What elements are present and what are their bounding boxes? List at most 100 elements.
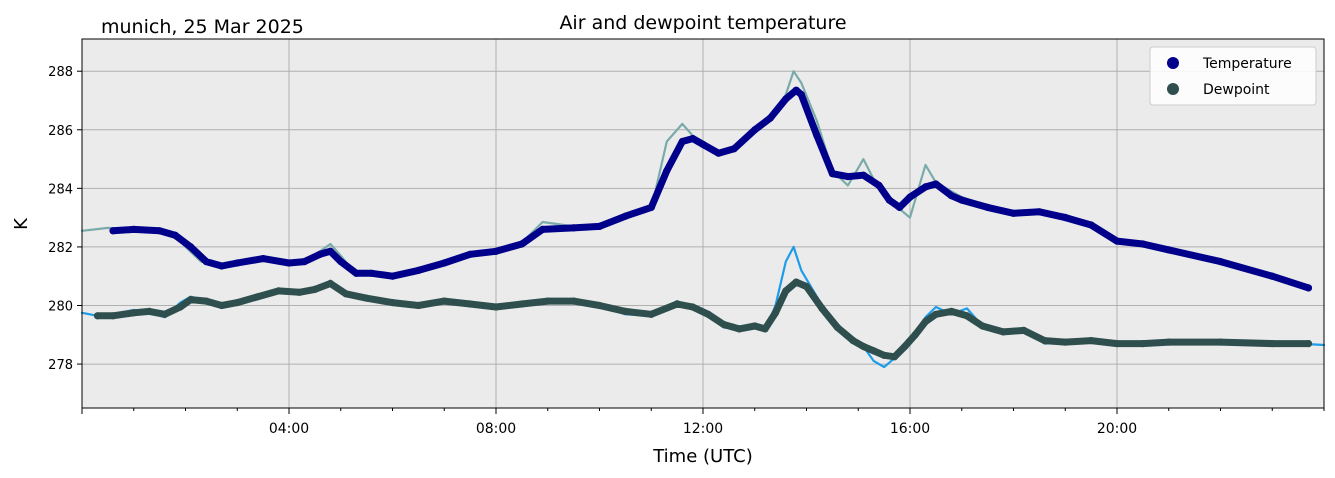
data-point-temperature <box>663 167 671 175</box>
y-axis: 278 280 282 284 286 288 <box>48 65 82 373</box>
data-point-temperature <box>813 132 821 140</box>
data-point-dewpoint <box>1139 340 1147 348</box>
data-point-temperature <box>859 171 868 179</box>
data-point-temperature <box>984 203 992 211</box>
data-point-temperature <box>766 114 774 122</box>
data-point-dewpoint <box>771 309 780 317</box>
data-point-temperature <box>368 269 376 277</box>
data-point-temperature <box>233 259 241 267</box>
data-point-temperature <box>699 140 707 148</box>
series-line-dewpoint <box>94 278 1312 361</box>
data-point-dewpoint <box>311 285 319 293</box>
data-point-temperature <box>316 250 324 258</box>
data-point-temperature <box>259 255 267 263</box>
data-point-dewpoint <box>792 278 800 286</box>
x-tick-label: 04:00 <box>269 421 309 437</box>
data-point-temperature <box>647 203 655 211</box>
data-point-temperature <box>352 269 360 277</box>
data-point-temperature <box>828 170 837 178</box>
data-point-temperature <box>875 181 883 189</box>
data-point-dewpoint <box>1165 338 1173 346</box>
data-point-dewpoint <box>1020 326 1028 334</box>
grid <box>82 39 1324 408</box>
data-point-dewpoint <box>932 310 940 318</box>
legend: Temperature Dewpoint <box>1149 46 1317 106</box>
data-point-temperature <box>714 149 723 157</box>
data-point-temperature <box>906 193 914 201</box>
data-point-temperature <box>932 180 940 188</box>
data-point-temperature <box>947 192 956 200</box>
data-point-dewpoint <box>647 310 655 318</box>
x-tick-label: 20:00 <box>1097 421 1137 437</box>
data-point-dewpoint <box>833 323 842 332</box>
data-point-dewpoint <box>130 309 138 317</box>
data-point-dewpoint <box>911 331 919 339</box>
data-point-dewpoint <box>466 300 474 308</box>
data-point-dewpoint <box>275 287 283 295</box>
x-tick-label: 12:00 <box>683 421 723 437</box>
data-point-dewpoint <box>570 297 578 305</box>
data-point-temperature <box>337 258 345 266</box>
legend-label-dewpoint: Dewpoint <box>1203 82 1270 98</box>
data-point-dewpoint <box>187 296 195 304</box>
data-point-temperature <box>782 95 790 103</box>
data-point-dewpoint <box>735 325 743 333</box>
legend-marker-dewpoint <box>1167 83 1179 95</box>
chart-title: Air and dewpoint temperature <box>559 12 846 34</box>
data-point-temperature <box>218 262 226 270</box>
data-point-temperature <box>689 135 697 143</box>
data-point-dewpoint <box>518 300 526 308</box>
data-point-dewpoint <box>440 297 448 305</box>
data-point-dewpoint <box>342 290 350 298</box>
data-point-dewpoint <box>704 310 712 318</box>
data-point-temperature <box>621 212 630 220</box>
data-point-dewpoint <box>1216 338 1225 346</box>
data-point-dewpoint <box>233 299 241 307</box>
data-point-dewpoint <box>492 303 500 311</box>
data-point-dewpoint <box>751 322 759 330</box>
data-point-dewpoint <box>176 303 184 311</box>
data-point-dewpoint <box>880 351 888 359</box>
data-point-dewpoint <box>1061 338 1069 346</box>
data-point-dewpoint <box>295 288 303 296</box>
data-point-temperature <box>1268 272 1276 280</box>
data-point-temperature <box>730 145 738 153</box>
data-point-temperature <box>1061 214 1069 222</box>
x-axis-label: Time (UTC) <box>652 446 753 467</box>
y-axis-label: K <box>11 217 32 230</box>
series-layer <box>80 70 1326 369</box>
data-point-dewpoint <box>93 312 102 320</box>
data-point-temperature <box>156 227 164 235</box>
legend-label-temperature: Temperature <box>1202 56 1292 72</box>
chart-subtitle: munich, 25 Mar 2025 <box>101 16 304 38</box>
data-point-dewpoint <box>595 301 604 310</box>
data-point-temperature <box>896 203 904 211</box>
data-point-temperature <box>1216 258 1225 266</box>
data-point-dewpoint <box>1041 337 1049 345</box>
data-point-temperature <box>1113 237 1121 245</box>
data-point-dewpoint <box>218 301 226 310</box>
y-tick-label: 284 <box>48 182 73 197</box>
data-point-temperature <box>130 225 138 233</box>
data-point-dewpoint <box>849 337 857 345</box>
data-point-temperature <box>414 266 422 274</box>
data-point-dewpoint <box>326 279 334 288</box>
data-point-temperature <box>751 126 759 134</box>
data-point-temperature <box>1035 208 1043 216</box>
data-point-temperature <box>792 86 800 94</box>
data-point-temperature <box>570 224 578 232</box>
data-point-temperature <box>440 259 448 267</box>
y-tick-label: 288 <box>48 65 73 80</box>
data-point-temperature <box>171 231 179 239</box>
legend-marker-temperature <box>1167 57 1179 69</box>
data-point-temperature <box>300 258 309 266</box>
data-point-temperature <box>1165 246 1173 254</box>
data-point-dewpoint <box>673 300 681 308</box>
data-point-temperature <box>187 243 195 251</box>
y-tick-label: 280 <box>48 300 73 315</box>
data-point-dewpoint <box>544 297 552 305</box>
data-point-dewpoint <box>782 287 790 295</box>
data-point-dewpoint <box>999 328 1007 336</box>
data-point-temperature <box>1304 284 1313 292</box>
